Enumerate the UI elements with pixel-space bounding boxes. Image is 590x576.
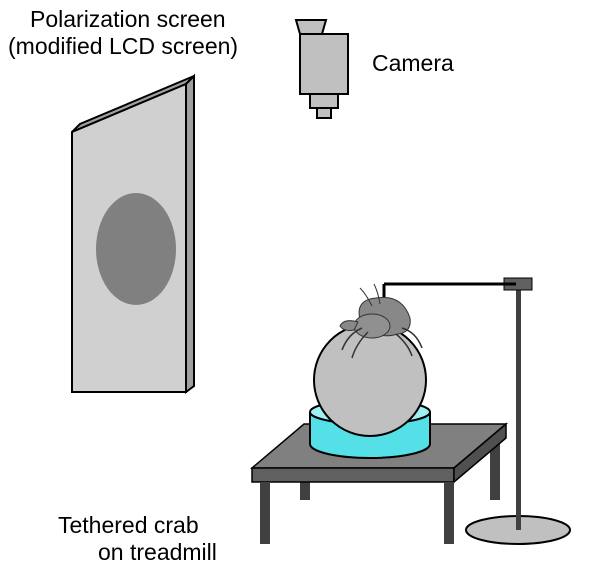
crab-body — [354, 314, 390, 338]
screen-side-edge — [186, 76, 194, 392]
polarization-screen — [72, 76, 194, 392]
treadmill-ball — [314, 324, 426, 436]
table-leg-front-left — [260, 482, 270, 544]
experiment-diagram — [0, 0, 590, 576]
table-front — [252, 468, 454, 482]
stimulus-disc — [96, 193, 176, 305]
camera-lens-inner — [317, 108, 331, 118]
camera-body — [300, 34, 348, 94]
stand-pole — [516, 278, 521, 530]
camera — [296, 20, 348, 118]
camera-lens-outer — [310, 94, 338, 108]
camera-viewfinder — [296, 20, 326, 34]
table-leg-front-right — [444, 482, 454, 544]
